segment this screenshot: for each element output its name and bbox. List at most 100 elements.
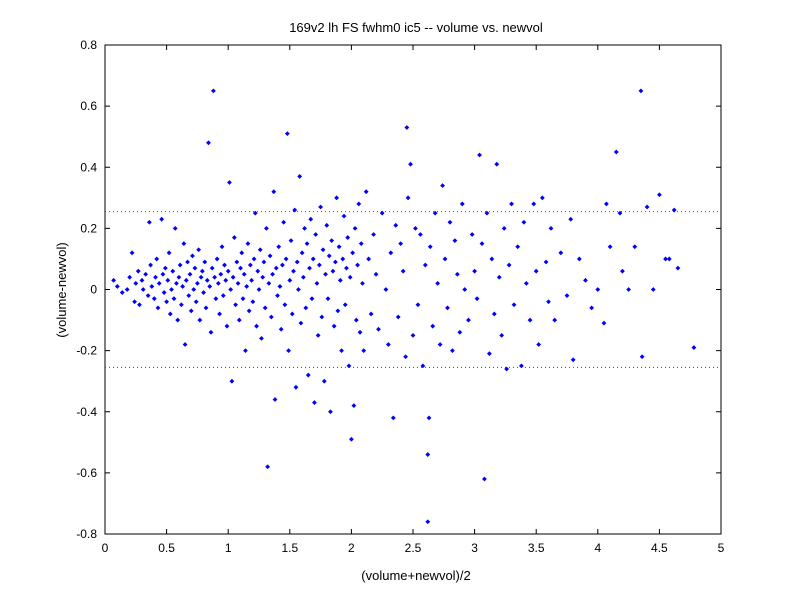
data-point [472,268,477,274]
data-point [360,280,365,286]
x-tick-label: 0.5 [158,541,175,555]
data-point [171,296,177,302]
data-point [474,296,480,302]
data-point [521,219,527,225]
y-axis-ticks: -0.8 -0.6 -0.4 -0.2 0 0.2 0.4 0.6 0.8 [76,38,721,541]
data-point [321,378,327,384]
data-point [255,268,261,274]
data-point [292,207,298,213]
data-point [325,296,331,302]
data-point [215,280,221,286]
x-tick-label: 1.5 [281,541,298,555]
data-point [132,299,137,305]
data-point [156,280,162,286]
data-point [143,271,149,277]
data-point [296,287,301,292]
data-point [675,265,681,271]
data-point [511,302,517,308]
data-point [314,280,320,286]
data-point [151,296,157,302]
data-point [385,342,391,347]
data-point [589,305,595,311]
data-point [309,296,315,302]
x-tick-label: 0 [102,541,109,555]
data-point [368,311,374,317]
data-point [155,305,161,311]
data-point [357,329,363,335]
data-point [420,363,426,369]
data-point [479,241,485,247]
data-point [272,397,278,402]
data-point [297,174,303,179]
data-point [299,250,305,256]
data-point [489,256,495,262]
data-point [459,201,465,207]
data-point [666,256,672,262]
data-point [127,274,133,280]
x-tick-label: 4.5 [651,541,668,555]
data-point [263,225,269,231]
data-point [427,244,433,250]
x-tick-label: 4 [594,541,601,555]
data-point [124,287,130,292]
data-point [345,235,351,240]
data-point [639,354,645,360]
data-point [499,332,505,338]
data-point [398,241,404,247]
data-point [233,302,238,308]
data-point [531,201,537,207]
data-point [356,201,362,207]
data-point [278,326,284,332]
data-point [208,329,214,335]
data-point [454,271,460,277]
y-axis-title: (volume-newvol) [54,242,69,337]
data-point [277,284,283,289]
data-point [358,241,364,247]
data-point [188,308,194,314]
data-point [477,152,482,158]
data-point [341,213,347,219]
data-point [191,287,197,292]
data-point [509,201,514,207]
data-point [203,305,209,311]
data-point [330,268,336,274]
data-point [344,265,349,271]
data-point [256,287,262,292]
data-point [135,268,141,274]
data-point [626,287,631,292]
data-point [227,180,232,185]
y-tick-label: 0.4 [80,160,97,174]
data-point [613,149,619,155]
data-point [336,244,342,250]
data-point [273,265,279,271]
data-point [181,241,187,247]
data-point [176,274,182,280]
data-point [160,271,166,277]
data-point [254,323,259,329]
x-tick-label: 3.5 [528,541,545,555]
data-point [533,268,539,274]
data-point [207,284,213,289]
data-points [111,88,697,525]
data-point [300,274,306,280]
data-point [206,140,211,146]
data-point [373,271,379,277]
data-point [583,277,588,283]
data-point [527,317,533,323]
data-point [548,225,554,231]
data-point [450,348,455,354]
data-point [657,192,662,198]
data-point [180,284,186,289]
data-point [462,287,468,292]
data-point [166,250,172,256]
data-point [212,274,218,280]
data-point [417,232,423,237]
data-point [178,302,184,308]
data-point [403,354,409,360]
data-point [195,280,200,286]
data-point [240,296,246,302]
data-point [276,244,282,250]
data-point [494,161,500,167]
data-point [318,204,323,210]
data-point [482,476,487,482]
